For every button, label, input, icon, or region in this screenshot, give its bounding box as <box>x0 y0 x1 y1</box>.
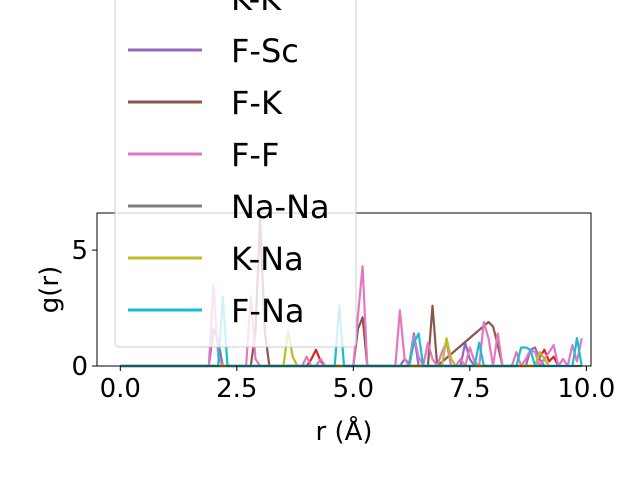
x-axis-label: r (Å) <box>315 415 372 447</box>
x-tick-label: 2.5 <box>216 374 257 404</box>
y-axis-label: g(r) <box>35 266 65 313</box>
y-tick-label: 5 <box>71 236 88 266</box>
y-axis-ticks: 05 <box>71 236 97 382</box>
legend: K-K F-Sc F-K F-F Na-Na K-Na F-Na <box>114 0 357 348</box>
x-tick-label: 5.0 <box>333 374 374 404</box>
x-tick-label: 10.0 <box>557 374 615 404</box>
legend-label-6: F-Na <box>231 292 305 330</box>
legend-label-2: F-K <box>231 84 283 122</box>
legend-entries: K-K F-Sc F-K F-F Na-Na K-Na F-Na <box>128 0 330 330</box>
legend-label-3: F-F <box>231 136 279 174</box>
x-tick-label: 7.5 <box>449 374 490 404</box>
legend-label-0: K-K <box>231 0 282 18</box>
legend-box <box>114 0 357 348</box>
legend-label-5: K-Na <box>231 240 304 278</box>
x-axis-ticks: 0.0 2.5 5.0 7.5 10.0 <box>100 366 615 404</box>
legend-label-1: F-Sc <box>231 32 299 70</box>
x-tick-label: 0.0 <box>100 374 141 404</box>
legend-label-4: Na-Na <box>231 188 330 226</box>
y-tick-label: 0 <box>71 352 88 382</box>
